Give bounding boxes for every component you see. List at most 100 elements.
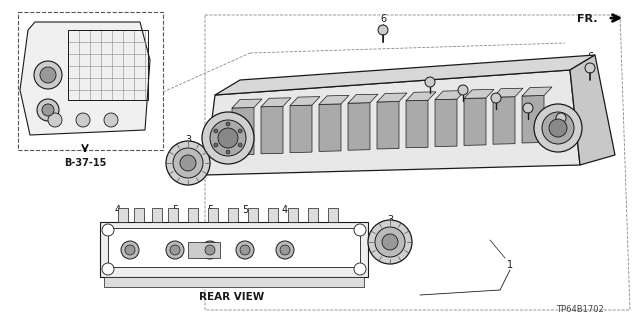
- Polygon shape: [319, 95, 349, 104]
- Polygon shape: [261, 98, 291, 107]
- Text: 1: 1: [507, 260, 513, 270]
- Text: 4: 4: [427, 66, 433, 76]
- Polygon shape: [493, 88, 523, 97]
- Bar: [18, 12, 163, 150]
- Circle shape: [240, 245, 250, 255]
- Polygon shape: [348, 103, 370, 150]
- Polygon shape: [522, 87, 552, 96]
- Circle shape: [48, 113, 62, 127]
- Bar: [152, 208, 162, 222]
- Circle shape: [173, 148, 203, 178]
- Text: 4: 4: [282, 205, 288, 215]
- Polygon shape: [232, 108, 254, 155]
- Bar: [268, 208, 278, 222]
- Circle shape: [180, 155, 196, 171]
- Circle shape: [76, 113, 90, 127]
- Polygon shape: [290, 97, 320, 106]
- Polygon shape: [205, 70, 580, 175]
- Polygon shape: [319, 104, 341, 152]
- Circle shape: [40, 67, 56, 83]
- Circle shape: [236, 241, 254, 259]
- Bar: [68, 30, 148, 100]
- Circle shape: [37, 99, 59, 121]
- Circle shape: [425, 77, 435, 87]
- Text: 5: 5: [172, 205, 178, 215]
- Circle shape: [42, 104, 54, 116]
- Circle shape: [238, 143, 242, 147]
- Circle shape: [276, 241, 294, 259]
- Text: REAR VIEW: REAR VIEW: [200, 292, 264, 302]
- Circle shape: [542, 112, 574, 144]
- Polygon shape: [522, 95, 544, 143]
- Circle shape: [214, 129, 218, 133]
- Polygon shape: [464, 89, 494, 98]
- Bar: [248, 208, 258, 222]
- Circle shape: [104, 113, 118, 127]
- Bar: [208, 208, 218, 222]
- Text: TP64B1702: TP64B1702: [556, 306, 604, 315]
- Circle shape: [556, 113, 566, 123]
- Circle shape: [205, 245, 215, 255]
- Circle shape: [170, 245, 180, 255]
- Polygon shape: [377, 93, 407, 102]
- Circle shape: [214, 143, 218, 147]
- Circle shape: [102, 224, 114, 236]
- Circle shape: [382, 234, 398, 250]
- Text: 5: 5: [207, 205, 213, 215]
- Bar: [288, 208, 298, 222]
- Polygon shape: [215, 55, 595, 95]
- Circle shape: [354, 263, 366, 275]
- Circle shape: [534, 104, 582, 152]
- Circle shape: [238, 129, 242, 133]
- Text: B-37-15: B-37-15: [64, 158, 106, 168]
- Circle shape: [202, 112, 254, 164]
- Polygon shape: [493, 97, 515, 144]
- Text: 6: 6: [587, 52, 593, 62]
- Polygon shape: [377, 101, 399, 149]
- Circle shape: [585, 63, 595, 73]
- Bar: [308, 208, 318, 222]
- Circle shape: [226, 122, 230, 126]
- Polygon shape: [232, 99, 262, 108]
- Circle shape: [280, 245, 290, 255]
- Polygon shape: [464, 98, 486, 145]
- Circle shape: [378, 25, 388, 35]
- Polygon shape: [261, 106, 283, 154]
- Bar: [108, 228, 360, 267]
- Circle shape: [166, 241, 184, 259]
- Bar: [328, 208, 338, 222]
- Text: 3: 3: [185, 135, 191, 145]
- Bar: [104, 277, 364, 287]
- Circle shape: [226, 150, 230, 154]
- Polygon shape: [406, 92, 436, 101]
- Circle shape: [375, 227, 405, 257]
- Bar: [188, 242, 220, 258]
- Circle shape: [218, 128, 238, 148]
- Circle shape: [354, 224, 366, 236]
- Circle shape: [125, 245, 135, 255]
- Bar: [134, 208, 144, 222]
- Polygon shape: [406, 100, 428, 148]
- Polygon shape: [570, 55, 615, 165]
- Text: 6: 6: [380, 14, 386, 24]
- Polygon shape: [435, 91, 465, 100]
- Polygon shape: [435, 99, 457, 147]
- Text: 4: 4: [115, 205, 121, 215]
- Text: 5: 5: [493, 82, 499, 92]
- Circle shape: [34, 61, 62, 89]
- Text: 5: 5: [525, 92, 531, 102]
- Circle shape: [121, 241, 139, 259]
- Circle shape: [166, 141, 210, 185]
- Bar: [228, 208, 238, 222]
- Text: 5: 5: [460, 74, 466, 84]
- Circle shape: [201, 241, 219, 259]
- Circle shape: [210, 120, 246, 156]
- Bar: [168, 208, 178, 222]
- Polygon shape: [290, 105, 312, 152]
- Circle shape: [368, 220, 412, 264]
- Text: 4: 4: [558, 102, 564, 112]
- Polygon shape: [20, 22, 150, 135]
- Polygon shape: [348, 94, 378, 103]
- Circle shape: [549, 119, 567, 137]
- Bar: [188, 208, 198, 222]
